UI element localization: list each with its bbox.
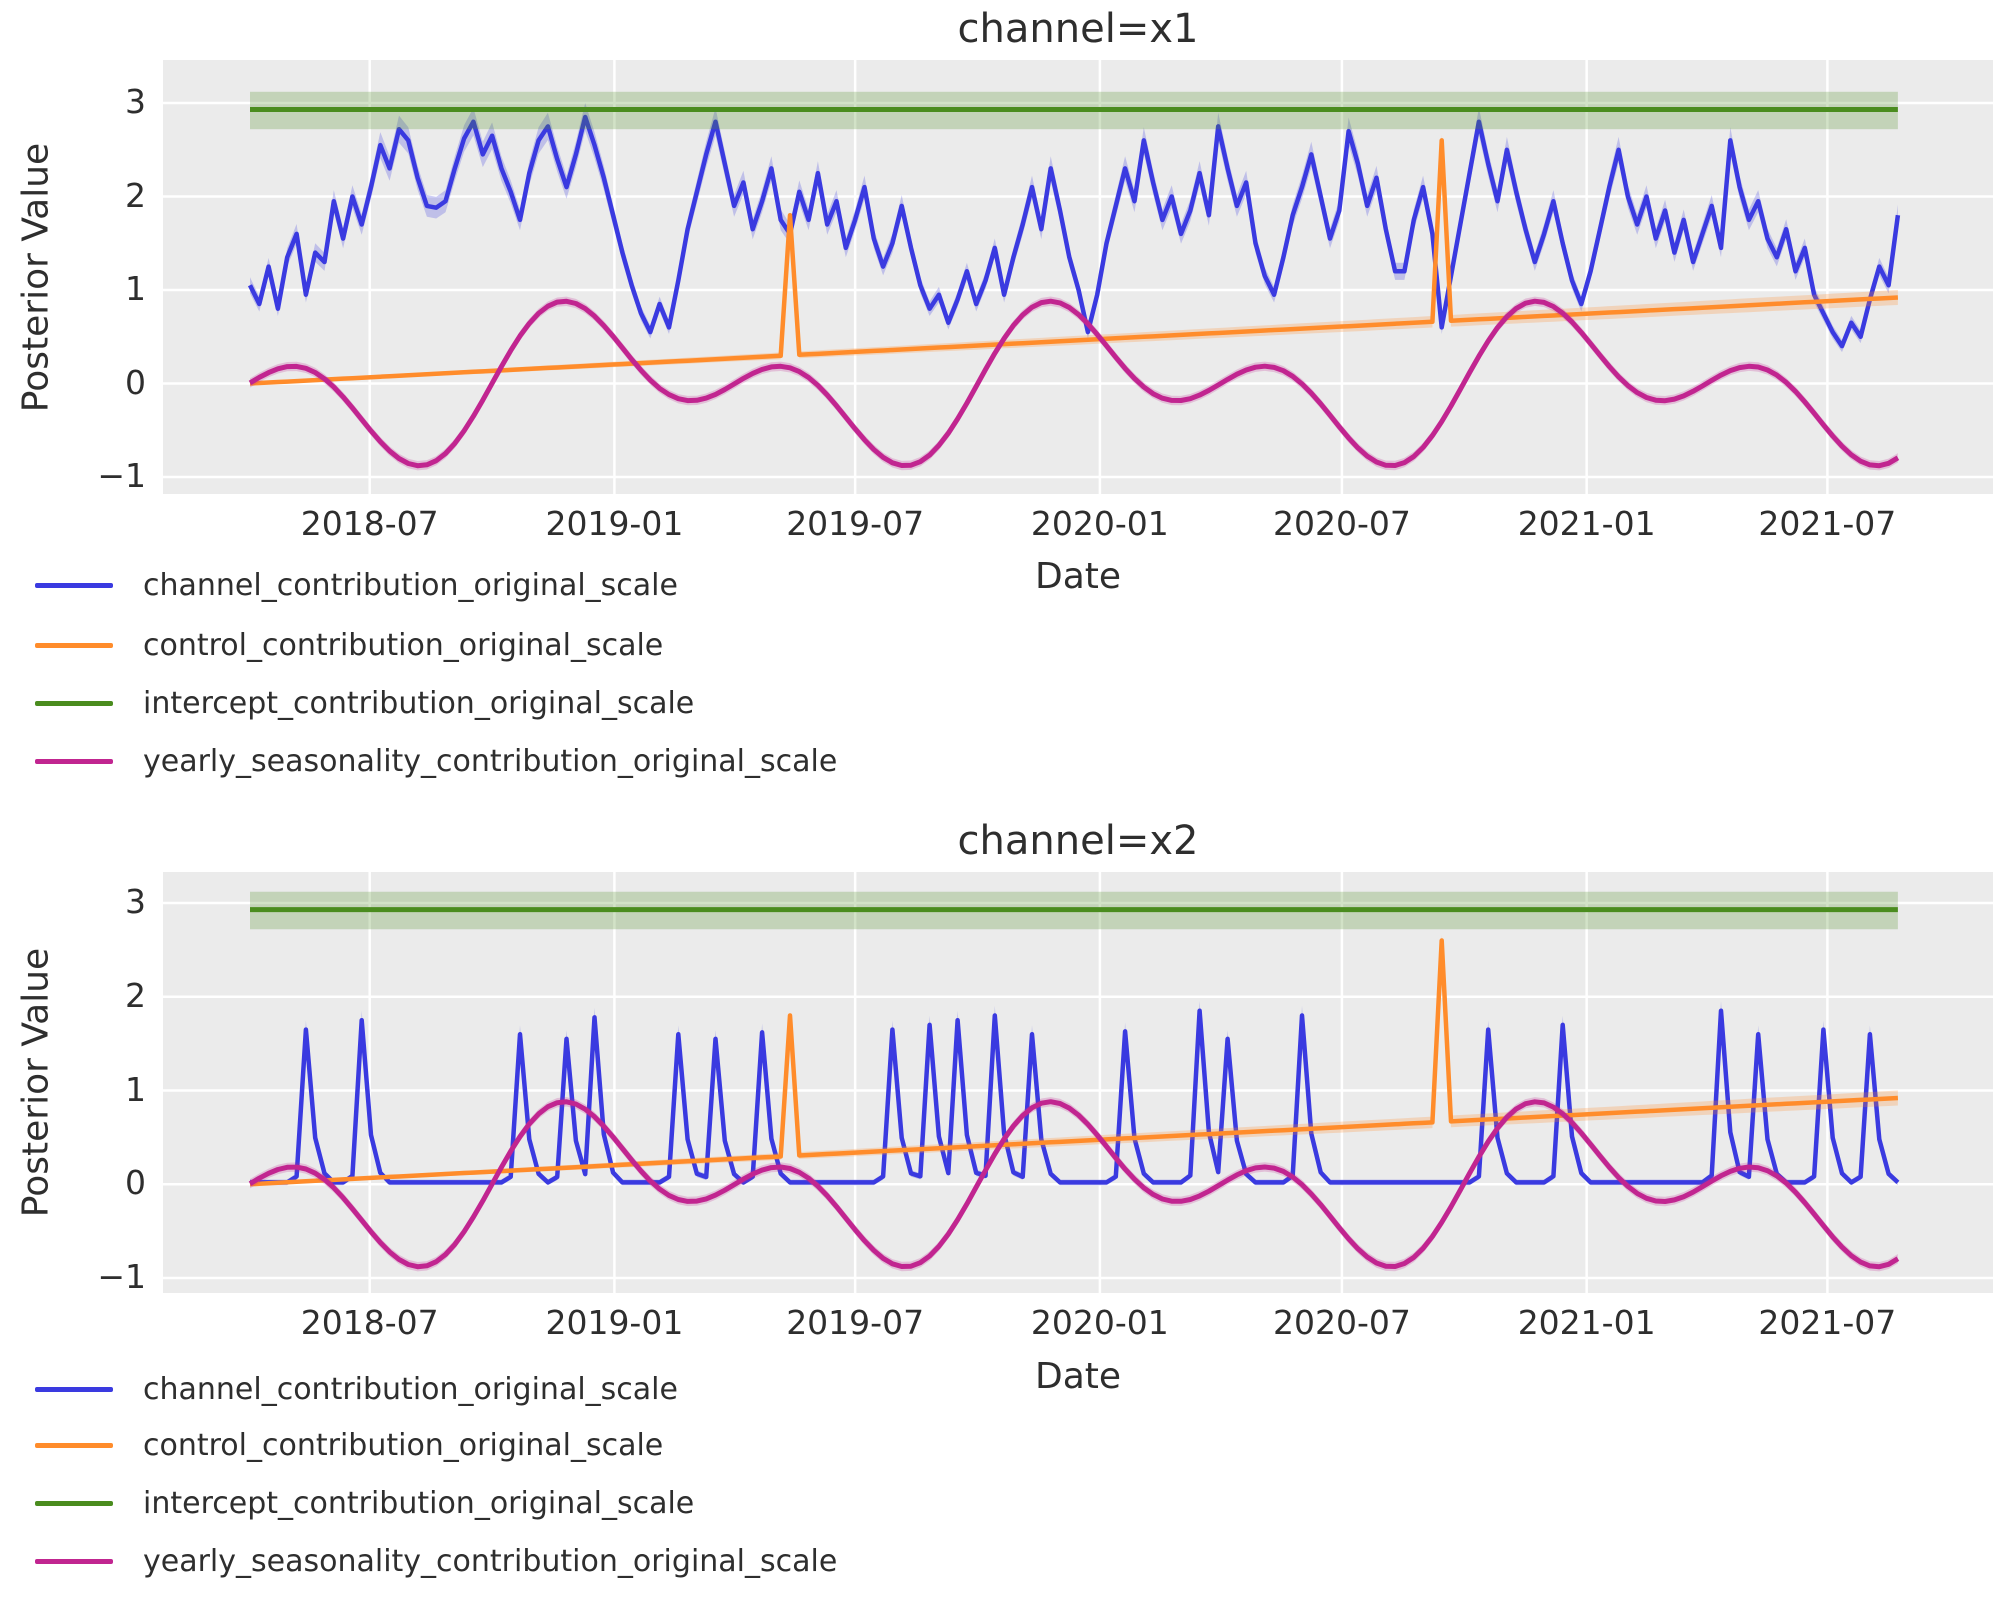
legend-row-intercept: intercept_contribution_original_scale [35,686,694,726]
subplot-title-x1: channel=x1 [957,6,1199,52]
channel-legend-label: channel_contribution_original_scale [143,1372,678,1407]
x1-seasonality-line [248,298,1900,469]
x-tick-label: 2018-07 [300,1303,439,1342]
x-tick-label: 2021-01 [1517,504,1656,543]
x-tick-label: 2018-07 [300,504,439,543]
x-tick-label: 2019-07 [786,1303,925,1342]
control-legend-swatch [35,1443,113,1448]
x1-channel-band [250,103,1898,353]
x2-seasonality-line [248,1099,1900,1270]
intercept-legend-label: intercept_contribution_original_scale [143,686,695,721]
y-tick-label: −1 [97,456,146,495]
y-tick-label: 1 [125,1069,146,1109]
y-tick-label: −1 [97,1257,146,1296]
x-tick-label: 2019-07 [786,504,925,543]
x-tick-label: 2021-07 [1758,504,1897,543]
control-legend-swatch [35,643,113,648]
x-tick-label: 2020-07 [1272,1303,1411,1342]
x-tick-label: 2019-01 [545,504,684,543]
channel-legend-label: channel_contribution_original_scale [143,568,678,603]
seasonality-legend-swatch [35,759,113,764]
y-tick-label: 1 [125,269,146,308]
y-tick-label: 0 [125,1163,146,1203]
x-axis-label-chart1: Date [1034,556,1122,597]
y-tick-label: 3 [125,882,146,921]
x1-control-line [249,138,1899,386]
intercept-legend-swatch [35,1501,113,1506]
subplot-x1 [163,60,1993,494]
x-tick-label: 2021-01 [1517,1303,1656,1342]
x2-control-band [250,934,1898,1186]
x1-channel-line [247,114,1901,349]
seasonality-legend-label: yearly_seasonality_contribution_original… [143,1544,838,1579]
y-tick-label: 0 [125,362,146,402]
seasonality-legend-label: yearly_seasonality_contribution_original… [143,744,838,779]
legend-row-intercept: intercept_contribution_original_scale [35,1486,694,1526]
seasonality-legend-swatch [35,1559,113,1564]
legend-row-channel: channel_contribution_original_scale [35,568,678,608]
channel-legend-swatch [35,1387,113,1392]
legend-row-channel: channel_contribution_original_scale [35,1372,678,1412]
x-tick-label: 2020-01 [1030,504,1169,543]
y-tick-label: 2 [125,975,146,1015]
x-tick-label: 2019-01 [545,1303,684,1342]
intercept-legend-label: intercept_contribution_original_scale [143,1486,695,1521]
legend-row-control: control_contribution_original_scale [35,1428,663,1468]
channel-legend-swatch [35,583,113,588]
subplot-title-x2: channel=x2 [957,818,1199,864]
x-tick-label: 2020-01 [1030,1303,1169,1342]
y-tick-label: 2 [125,175,146,215]
y-tick-label: 3 [125,82,146,121]
legend-row-control: control_contribution_original_scale [35,628,663,668]
control-legend-label: control_contribution_original_scale [143,1428,664,1463]
x2-control-line [249,938,1899,1187]
x-tick-label: 2021-07 [1758,1303,1897,1342]
subplot-x2 [163,872,1993,1293]
legend-row-seasonality: yearly_seasonality_contribution_original… [35,744,837,784]
legend-row-seasonality: yearly_seasonality_contribution_original… [35,1544,837,1584]
x-tick-label: 2020-07 [1272,504,1411,543]
control-legend-label: control_contribution_original_scale [143,628,664,663]
x-axis-label-chart2: Date [1034,1356,1122,1397]
x1-control-band [250,134,1898,385]
intercept-legend-swatch [35,701,113,706]
